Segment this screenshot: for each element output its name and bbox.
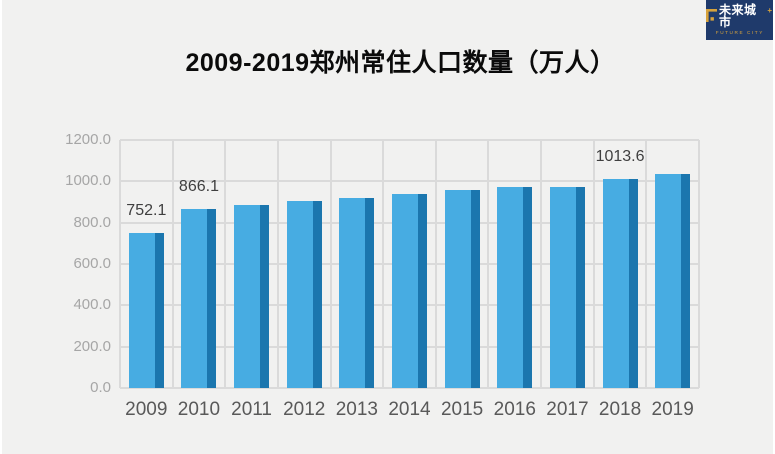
h-gridline — [120, 139, 699, 141]
v-gridline — [592, 140, 595, 388]
bar-2011 — [234, 204, 270, 388]
bar-2018 — [602, 178, 638, 388]
y-axis-label: 1000.0 — [65, 172, 111, 190]
bar-2017 — [549, 187, 585, 388]
bar-body — [655, 174, 682, 388]
bar-side-shade — [575, 187, 585, 388]
bar-side-shade — [260, 204, 270, 388]
x-axis-label: 2009 — [125, 399, 168, 420]
bar-side-shade — [470, 190, 480, 388]
bar-body — [549, 187, 576, 388]
bar-body — [286, 201, 313, 388]
data-label: 752.1 — [126, 201, 167, 219]
h-gridline — [120, 387, 699, 389]
v-gridline — [434, 140, 437, 388]
bar-2009 — [128, 232, 164, 388]
h-gridline — [120, 180, 699, 183]
v-gridline — [171, 140, 174, 388]
y-axis-label: 200.0 — [73, 337, 111, 355]
bar-body — [392, 194, 418, 388]
x-axis-label: 2012 — [283, 399, 326, 420]
v-gridline — [645, 140, 648, 388]
bar-body — [181, 209, 208, 388]
bar-side-shade — [523, 187, 533, 388]
bar-2012 — [286, 201, 322, 388]
bar-side-shade — [628, 178, 638, 388]
bar-chart-plot-area: 0.0 200.0 400.0 600.0 800.0 1000.0 1200.0 2009 7… — [65, 131, 700, 420]
logo-name-en: FUTURE CITY — [715, 30, 764, 36]
v-gridline — [119, 140, 121, 388]
x-axis-label: 2013 — [335, 399, 378, 420]
logo-name-cn: 未来城市 — [719, 2, 757, 29]
chart-title: 2009-2019郑州常住人口数量（万人） — [185, 49, 616, 77]
x-axis-label: 2019 — [651, 399, 694, 420]
bar-2010 — [181, 209, 217, 388]
x-axis-label: 2014 — [388, 399, 431, 420]
bar-body — [128, 232, 155, 388]
y-axis-label: 0.0 — [90, 379, 111, 396]
bar-side-shade — [154, 232, 164, 388]
bar-body — [602, 178, 629, 388]
bar-side-shade — [681, 174, 691, 388]
x-axis-label: 2011 — [231, 399, 272, 420]
logo-mark-icon — [706, 9, 717, 22]
y-axis-label: 600.0 — [73, 255, 111, 272]
bar-side-shade — [418, 194, 427, 388]
v-gridline — [487, 140, 490, 388]
future-city-logo: 未来城市 + FUTURE CITY — [706, 0, 773, 40]
bar-2014 — [392, 194, 427, 388]
bar-side-shade — [207, 209, 217, 388]
x-axis-label: 2015 — [440, 399, 484, 420]
logo-plus-icon: + — [767, 5, 772, 15]
y-axis-label: 1200.0 — [65, 131, 111, 148]
data-label: 866.1 — [178, 178, 219, 196]
bar-2013 — [339, 198, 375, 388]
x-axis-label: 2010 — [177, 399, 221, 420]
bar-body — [444, 190, 471, 388]
x-axis-label: 2016 — [493, 399, 536, 420]
v-gridline — [276, 140, 279, 388]
v-gridline — [329, 140, 332, 388]
v-gridline — [382, 140, 385, 388]
bar-body — [234, 204, 261, 388]
x-axis-label: 2017 — [546, 399, 589, 420]
v-gridline — [698, 140, 700, 388]
bar-2016 — [497, 187, 533, 388]
y-axis-label: 400.0 — [73, 296, 111, 314]
y-axis-label: 800.0 — [73, 213, 111, 231]
logo-row: 未来城市 + — [706, 4, 773, 28]
bar-body — [497, 187, 524, 388]
x-axis-label: 2018 — [598, 399, 642, 420]
v-gridline — [224, 140, 227, 388]
bar-side-shade — [365, 198, 375, 388]
bar-body — [339, 198, 366, 388]
bar-2015 — [444, 190, 480, 388]
v-gridline — [540, 140, 543, 388]
bar-2019 — [655, 174, 691, 388]
bar-side-shade — [312, 201, 322, 388]
data-label: 1013.6 — [595, 147, 645, 165]
